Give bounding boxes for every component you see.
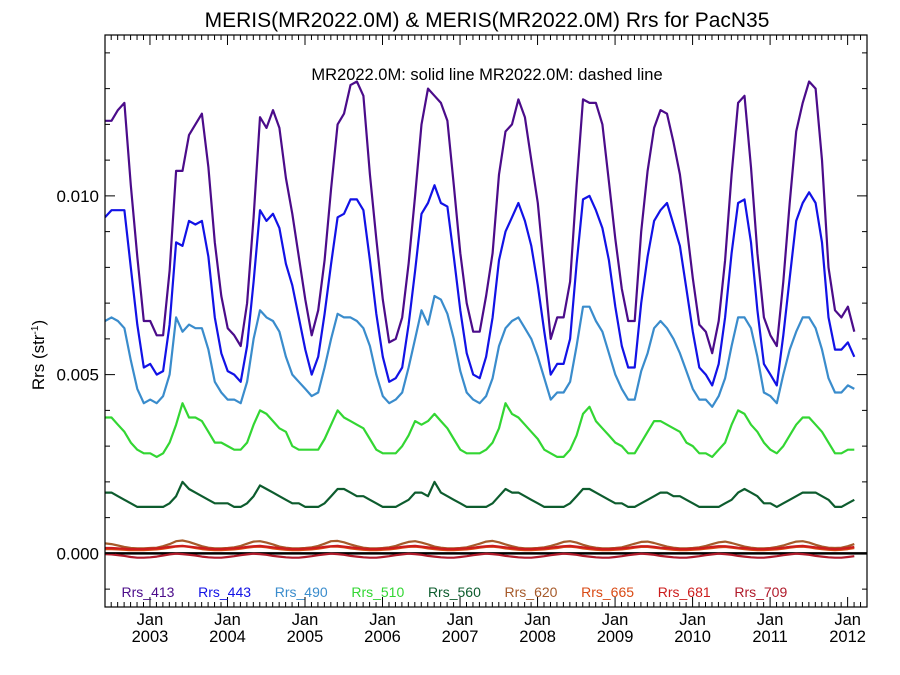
x-tick-label-month: Jan	[679, 611, 706, 629]
x-tick-label-month: Jan	[214, 611, 241, 629]
series-line-rrs-443	[105, 184, 856, 387]
line-style-annotation: MR2022.0M: solid line MR2022.0M: dashed …	[311, 66, 662, 84]
y-tick-label: 0.000	[56, 544, 99, 563]
x-tick-label-month: Jan	[447, 611, 474, 629]
y-tick-label: 0.005	[56, 366, 99, 385]
plot-series-group	[105, 80, 867, 559]
chart-title: MERIS(MR2022.0M) & MERIS(MR2022.0M) Rrs …	[205, 9, 770, 32]
legend-item-rrs-510: Rrs_510	[351, 584, 404, 600]
series-line-rrs-560	[105, 480, 855, 508]
legend-item-rrs-620: Rrs_620	[505, 584, 558, 600]
series-legend: Rrs_413 Rrs_443 Rrs_490 Rrs_510 Rrs_560 Rrs_6…	[122, 584, 788, 600]
x-tick-label-month: Jan	[524, 611, 551, 629]
x-tick-label-year: 2007	[442, 628, 479, 646]
x-tick-label-year: 2006	[364, 628, 401, 646]
x-tick-label-year: 2012	[829, 628, 866, 646]
legend-item-rrs-681: Rrs_681	[658, 584, 711, 600]
x-tick-label-month: Jan	[369, 611, 396, 629]
series-line-rrs-510	[105, 402, 855, 458]
x-tick-label-month: Jan	[602, 611, 629, 629]
y-axis-label-main: Rrs (str	[29, 334, 48, 390]
y-axis-label-superscript: -1	[30, 325, 41, 334]
series-line-rrs-681	[105, 544, 855, 551]
x-tick-label-month: Jan	[292, 611, 319, 629]
legend-item-rrs-709: Rrs_709	[734, 584, 787, 600]
x-tick-label-month: Jan	[757, 611, 784, 629]
plot-axes: 0.0000.0050.010Jan2003Jan2004Jan2005Jan2…	[56, 34, 868, 646]
legend-item-rrs-413: Rrs_413	[122, 584, 175, 600]
legend-item-rrs-560: Rrs_560	[428, 584, 481, 600]
legend-item-rrs-665: Rrs_665	[581, 584, 634, 600]
x-tick-label-month: Jan	[834, 611, 861, 629]
x-tick-label-year: 2005	[287, 628, 324, 646]
x-tick-label-year: 2011	[752, 628, 787, 646]
x-tick-label-year: 2008	[519, 628, 556, 646]
legend-item-rrs-443: Rrs_443	[198, 584, 251, 600]
y-tick-label: 0.010	[56, 187, 99, 206]
x-tick-label-year: 2003	[132, 628, 169, 646]
series-line-rrs-490	[105, 294, 855, 408]
x-tick-label-month: Jan	[137, 611, 164, 629]
x-tick-label-year: 2010	[674, 628, 711, 646]
x-tick-label-year: 2004	[209, 628, 246, 646]
legend-item-rrs-490: Rrs_490	[275, 584, 328, 600]
y-axis-label: Rrs (str-1)	[29, 320, 48, 390]
series-line-rrs-413	[105, 80, 856, 355]
y-axis-label-end: )	[29, 320, 48, 326]
series-line-rrs-709	[105, 552, 855, 559]
x-tick-label-year: 2009	[597, 628, 634, 646]
